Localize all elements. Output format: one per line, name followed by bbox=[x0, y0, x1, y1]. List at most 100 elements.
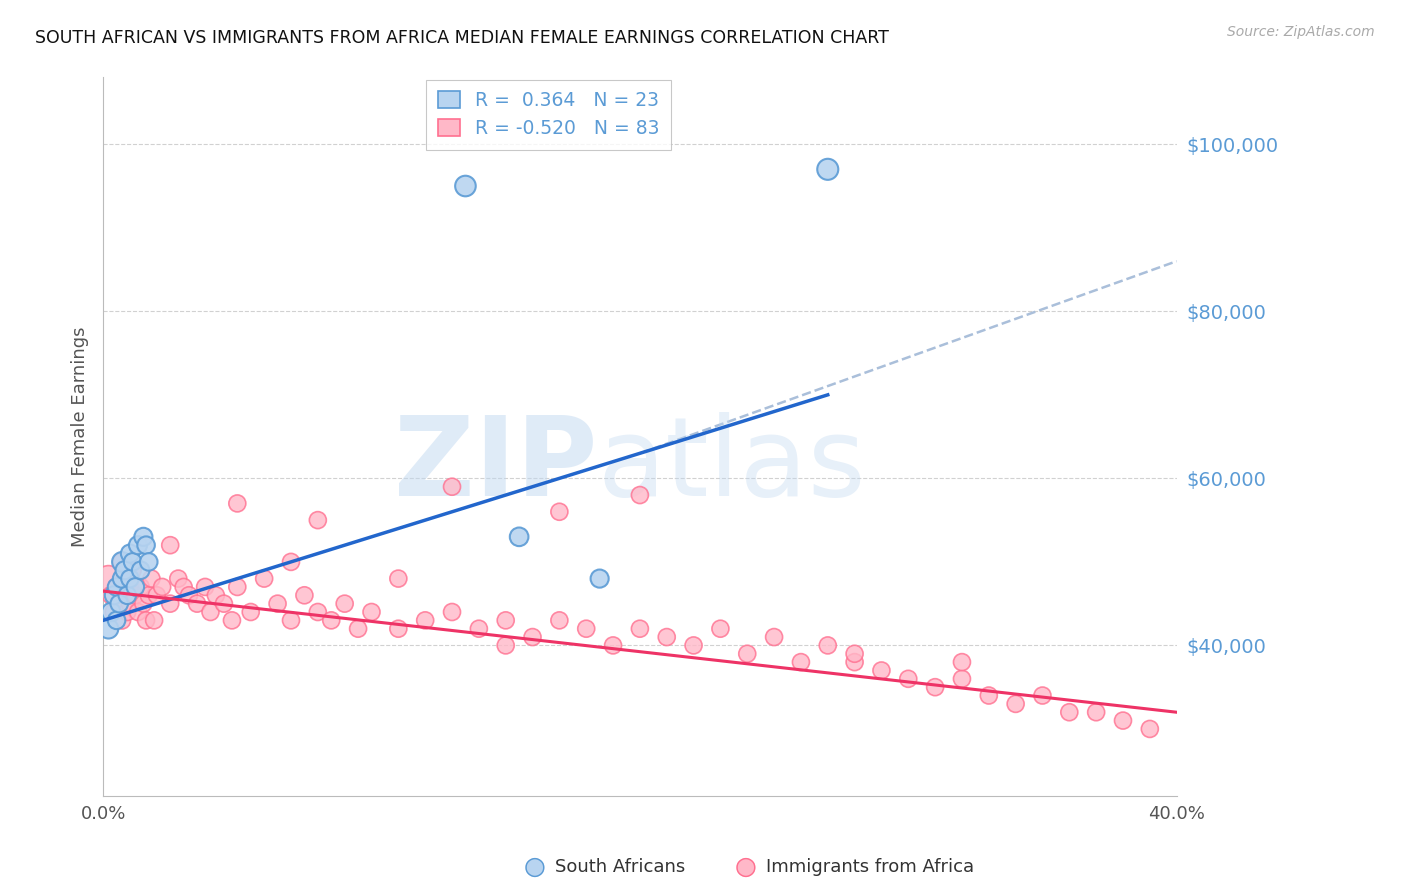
Point bbox=[735, 647, 758, 661]
Point bbox=[114, 563, 136, 577]
Point bbox=[132, 530, 155, 544]
Point bbox=[111, 572, 134, 586]
Point bbox=[239, 605, 262, 619]
Point bbox=[186, 597, 208, 611]
Point bbox=[495, 613, 517, 627]
Text: atlas: atlas bbox=[598, 412, 866, 519]
Text: ○: ○ bbox=[734, 855, 756, 879]
Point bbox=[844, 647, 866, 661]
Point bbox=[121, 563, 143, 577]
Point bbox=[454, 179, 477, 194]
Point bbox=[253, 572, 276, 586]
Point bbox=[844, 655, 866, 669]
Point bbox=[124, 588, 146, 602]
Point bbox=[413, 613, 436, 627]
Point bbox=[628, 622, 651, 636]
Point bbox=[127, 605, 149, 619]
Point bbox=[280, 613, 302, 627]
Text: ●: ● bbox=[734, 855, 756, 879]
Point bbox=[129, 580, 152, 594]
Point bbox=[135, 538, 157, 552]
Point bbox=[307, 605, 329, 619]
Point bbox=[159, 538, 181, 552]
Point bbox=[817, 639, 839, 653]
Legend: R =  0.364   N = 23, R = -0.520   N = 83: R = 0.364 N = 23, R = -0.520 N = 83 bbox=[426, 79, 671, 150]
Point bbox=[1112, 714, 1135, 728]
Point bbox=[508, 530, 530, 544]
Point bbox=[100, 588, 122, 602]
Point bbox=[117, 605, 139, 619]
Point bbox=[118, 572, 141, 586]
Text: ○: ○ bbox=[523, 855, 546, 879]
Point bbox=[111, 555, 134, 569]
Text: ●: ● bbox=[523, 855, 546, 879]
Point bbox=[105, 613, 128, 627]
Point bbox=[129, 563, 152, 577]
Point bbox=[1085, 705, 1108, 719]
Point bbox=[177, 588, 200, 602]
Point bbox=[146, 588, 169, 602]
Point bbox=[100, 605, 122, 619]
Point bbox=[194, 580, 217, 594]
Point bbox=[103, 588, 125, 602]
Point bbox=[548, 613, 571, 627]
Y-axis label: Median Female Earnings: Median Female Earnings bbox=[72, 326, 89, 547]
Point bbox=[118, 597, 141, 611]
Point bbox=[226, 580, 249, 594]
Point bbox=[763, 630, 786, 644]
Point bbox=[108, 597, 131, 611]
Point bbox=[114, 572, 136, 586]
Point bbox=[682, 639, 704, 653]
Point bbox=[321, 613, 343, 627]
Point bbox=[143, 613, 166, 627]
Point bbox=[307, 513, 329, 527]
Point bbox=[124, 580, 146, 594]
Point bbox=[602, 639, 624, 653]
Point bbox=[347, 622, 370, 636]
Point bbox=[1004, 697, 1026, 711]
Point bbox=[790, 655, 813, 669]
Point bbox=[111, 555, 134, 569]
Point bbox=[950, 655, 973, 669]
Point bbox=[441, 605, 464, 619]
Point bbox=[127, 538, 149, 552]
Point bbox=[387, 572, 409, 586]
Point bbox=[1059, 705, 1081, 719]
Point bbox=[159, 597, 181, 611]
Point bbox=[118, 580, 141, 594]
Point bbox=[105, 580, 128, 594]
Point bbox=[121, 555, 143, 569]
Point bbox=[441, 480, 464, 494]
Text: Source: ZipAtlas.com: Source: ZipAtlas.com bbox=[1227, 25, 1375, 39]
Point bbox=[173, 580, 195, 594]
Text: SOUTH AFRICAN VS IMMIGRANTS FROM AFRICA MEDIAN FEMALE EARNINGS CORRELATION CHART: SOUTH AFRICAN VS IMMIGRANTS FROM AFRICA … bbox=[35, 29, 889, 46]
Text: South Africans: South Africans bbox=[555, 858, 686, 876]
Point bbox=[132, 597, 155, 611]
Point bbox=[167, 572, 190, 586]
Point bbox=[226, 496, 249, 510]
Point bbox=[897, 672, 920, 686]
Point bbox=[138, 555, 160, 569]
Point bbox=[870, 664, 893, 678]
Point bbox=[360, 605, 382, 619]
Point bbox=[103, 605, 125, 619]
Point bbox=[977, 689, 1000, 703]
Point bbox=[150, 580, 173, 594]
Point bbox=[141, 572, 163, 586]
Point bbox=[924, 680, 946, 694]
Point bbox=[212, 597, 235, 611]
Point bbox=[97, 572, 120, 586]
Point bbox=[138, 588, 160, 602]
Point bbox=[1031, 689, 1053, 703]
Point bbox=[468, 622, 491, 636]
Text: ZIP: ZIP bbox=[394, 412, 598, 519]
Point bbox=[117, 588, 139, 602]
Point bbox=[294, 588, 316, 602]
Text: Immigrants from Africa: Immigrants from Africa bbox=[766, 858, 974, 876]
Point bbox=[495, 639, 517, 653]
Point bbox=[655, 630, 678, 644]
Point bbox=[548, 505, 571, 519]
Point bbox=[97, 622, 120, 636]
Point bbox=[108, 597, 131, 611]
Point bbox=[950, 672, 973, 686]
